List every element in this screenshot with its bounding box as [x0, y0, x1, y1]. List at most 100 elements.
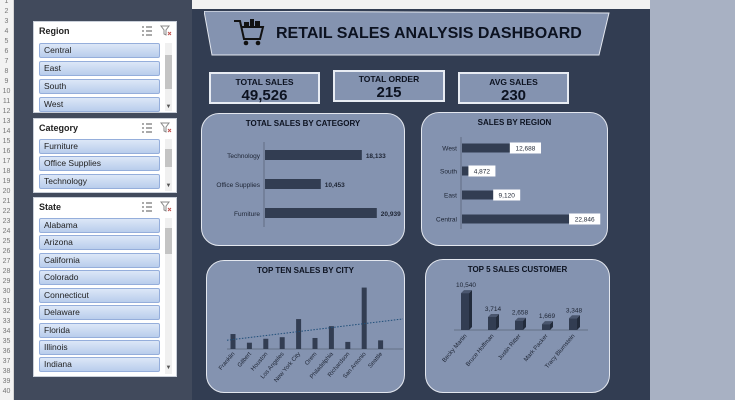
category-scroll-thumb[interactable] — [165, 149, 172, 167]
city-bar[interactable] — [378, 340, 384, 349]
row-number: 24 — [2, 228, 11, 235]
city-bar[interactable] — [328, 326, 334, 349]
city-bar[interactable] — [296, 319, 302, 349]
dashboard-title: RETAIL SALES ANALYSIS DASHBOARD — [276, 25, 582, 42]
state-item-delaware[interactable]: Delaware — [39, 305, 160, 320]
city-bar[interactable] — [246, 342, 252, 349]
row-number: 13 — [2, 118, 11, 125]
region-value-label: 22,846 — [575, 217, 595, 224]
customer-bar[interactable] — [542, 324, 550, 330]
region-slicer-title: Region — [39, 26, 70, 36]
city-bar[interactable] — [279, 337, 285, 349]
city-label: Franklin — [218, 351, 236, 371]
row-number: 31 — [2, 298, 11, 305]
state-item-arizona[interactable]: Arizona — [39, 235, 160, 250]
region-chart-card: SALES BY REGION West 12,688 South 4,872 East… — [421, 112, 608, 246]
region-item-east[interactable]: East — [39, 61, 160, 76]
scroll-down-icon[interactable]: ▼ — [165, 183, 172, 189]
category-item-furniture[interactable]: Furniture — [39, 139, 160, 154]
state-item-california[interactable]: California — [39, 253, 160, 268]
clear-filter-icon[interactable] — [160, 25, 172, 37]
category-item-office-supplies[interactable]: Office Supplies — [39, 156, 160, 171]
multi-select-icon[interactable] — [141, 122, 153, 134]
region-value-box — [569, 213, 601, 225]
row-number: 36 — [2, 348, 11, 355]
city-label: Seattle — [368, 351, 385, 370]
state-item-colorado[interactable]: Colorado — [39, 270, 160, 285]
region-bar[interactable] — [462, 143, 537, 153]
row-number: 1 — [4, 0, 9, 5]
category-slicer-title: Category — [39, 123, 79, 133]
row-number: 5 — [4, 38, 9, 45]
state-scrollbar[interactable]: ▼ — [165, 218, 172, 374]
city-bar[interactable] — [263, 338, 269, 349]
kpi-value: 49,526 — [241, 87, 288, 104]
clear-filter-icon[interactable] — [160, 201, 172, 213]
city-bar[interactable] — [230, 334, 236, 349]
clear-filter-icon[interactable] — [160, 122, 172, 134]
row-number: 27 — [2, 258, 11, 265]
category-label: Technology — [227, 153, 261, 160]
city-bar[interactable] — [361, 287, 367, 349]
customer-column-chart: 10,540 Becky Martin 3,714 Bruce Hoffman 2,65… — [442, 282, 588, 370]
category-item-technology[interactable]: Technology — [39, 174, 160, 189]
region-value-box — [493, 189, 521, 201]
city-chart-title: TOP TEN SALES BY CITY — [257, 266, 354, 275]
category-label: Office Supplies — [216, 182, 260, 189]
region-label: Central — [436, 217, 458, 224]
customer-bar[interactable] — [461, 293, 469, 330]
customer-value-label: 3,348 — [566, 307, 583, 314]
multi-select-icon[interactable] — [141, 201, 153, 213]
state-item-florida[interactable]: Florida — [39, 323, 160, 338]
customer-bar-side — [496, 314, 499, 330]
city-bar[interactable] — [345, 341, 351, 349]
region-item-south[interactable]: South — [39, 79, 160, 94]
customer-bar-top — [461, 290, 472, 294]
category-bar[interactable] — [265, 179, 321, 189]
row-number: 28 — [2, 268, 11, 275]
customer-bar[interactable] — [515, 320, 523, 330]
kpi-total-order: TOTAL ORDER 215 — [333, 70, 445, 102]
scroll-down-icon[interactable]: ▼ — [165, 365, 172, 371]
region-item-central[interactable]: Central — [39, 43, 160, 58]
region-scrollbar[interactable]: ▼ — [165, 43, 172, 111]
city-bar[interactable] — [312, 337, 318, 349]
row-number: 7 — [4, 58, 9, 65]
region-label: South — [440, 169, 457, 176]
row-number: 15 — [2, 138, 11, 145]
state-item-indiana[interactable]: Indiana — [39, 357, 160, 372]
region-item-west[interactable]: West — [39, 97, 160, 112]
customer-bar-top — [488, 314, 499, 318]
category-bar[interactable] — [265, 208, 377, 218]
state-item-connecticut[interactable]: Connecticut — [39, 288, 160, 303]
row-number: 6 — [4, 48, 9, 55]
kpi-total-sales: TOTAL SALES 49,526 — [209, 72, 320, 104]
category-scrollbar[interactable]: ▼ — [165, 139, 172, 191]
row-number: 25 — [2, 238, 11, 245]
category-bar[interactable] — [265, 150, 362, 160]
region-bar[interactable] — [462, 190, 516, 200]
region-value-label: 12,688 — [515, 146, 535, 153]
category-value-label: 20,939 — [381, 211, 401, 218]
customer-bar[interactable] — [569, 318, 577, 330]
row-number: 14 — [2, 128, 11, 135]
multi-select-icon[interactable] — [141, 25, 153, 37]
row-number: 2 — [4, 8, 9, 15]
row-number: 19 — [2, 178, 11, 185]
scroll-down-icon[interactable]: ▼ — [165, 104, 172, 110]
row-number: 12 — [2, 108, 11, 115]
row-number: 30 — [2, 288, 11, 295]
row-number: 21 — [2, 198, 11, 205]
region-bar[interactable] — [462, 214, 596, 224]
city-chart-card: TOP TEN SALES BY CITY Franklin Gilbert Hou… — [206, 260, 405, 393]
customer-label: Becky Martin — [442, 333, 469, 363]
state-scroll-thumb[interactable] — [165, 228, 172, 254]
state-item-illinois[interactable]: Illinois — [39, 340, 160, 355]
row-number: 26 — [2, 248, 11, 255]
region-scroll-thumb[interactable] — [165, 55, 172, 89]
kpi-label: TOTAL ORDER — [358, 74, 420, 84]
state-item-alabama[interactable]: Alabama — [39, 218, 160, 233]
customer-bar[interactable] — [488, 317, 496, 330]
region-slicer: Region Central East South West ▼ — [33, 21, 177, 113]
customer-bar-side — [577, 315, 580, 330]
